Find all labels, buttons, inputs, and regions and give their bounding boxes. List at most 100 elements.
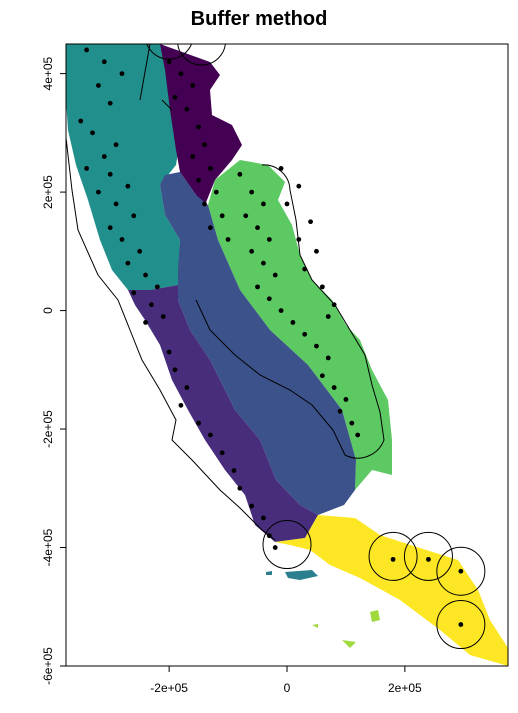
buffer-circles [146, 44, 486, 650]
sample-point [325, 314, 331, 319]
sample-point [143, 272, 148, 278]
sample-point [207, 225, 213, 231]
sample-point [131, 290, 137, 296]
buffer-outlines [66, 44, 385, 541]
y-tick-label: -2e+05 [41, 410, 55, 448]
sample-point [231, 468, 237, 473]
buffer-circle [436, 600, 486, 650]
sample-point [178, 71, 184, 77]
region-fold-2 [160, 172, 356, 515]
sample-point [290, 320, 296, 325]
sample-point [314, 343, 319, 349]
sample-point [190, 154, 196, 159]
region-fold-1 [160, 44, 242, 205]
y-tick-label: 0 [41, 307, 55, 314]
x-axis: -2e+05 0 2e+05 [150, 666, 422, 695]
sample-point [107, 225, 113, 231]
sample-point [237, 485, 243, 491]
sample-point [331, 385, 337, 390]
sample-point [266, 296, 272, 302]
sample-point [119, 71, 125, 77]
buffer-outline-west [66, 44, 276, 541]
sample-point [278, 166, 284, 171]
sample-point [343, 397, 349, 402]
sample-point [349, 420, 355, 426]
sample-point [166, 349, 172, 355]
sample-point [296, 183, 302, 189]
sample-point [266, 533, 272, 539]
sample-point [113, 142, 119, 148]
sample-point [137, 248, 143, 254]
island-b [342, 640, 356, 648]
sample-point [261, 515, 266, 521]
buffer-circle [368, 531, 418, 581]
sample-point [237, 171, 243, 177]
sample-point [101, 154, 107, 159]
region-fold-4 [208, 160, 392, 490]
sample-point [213, 189, 219, 195]
y-tick-label: 4e+05 [41, 56, 55, 90]
sample-point [225, 237, 231, 242]
sample-point [119, 237, 125, 242]
region-fold-6 [128, 285, 318, 542]
sample-point [184, 106, 190, 112]
sample-point [196, 177, 202, 183]
buffer-outline-east [261, 164, 385, 459]
sample-point [243, 213, 249, 219]
sample-point [190, 83, 196, 88]
region-fold-3 [66, 44, 180, 290]
sample-point [172, 94, 178, 100]
sample-point [202, 142, 207, 148]
sample-point [96, 83, 101, 88]
sample-point [125, 183, 131, 189]
sample-point [84, 47, 90, 53]
sample-point [96, 189, 101, 195]
sample-point [314, 248, 319, 254]
island-b [370, 610, 380, 622]
sample-point [219, 213, 225, 219]
sample-point [308, 219, 313, 225]
y-tick-label: 2e+05 [41, 175, 55, 209]
sample-point [125, 260, 131, 266]
x-tick-label: -2e+05 [150, 681, 188, 695]
sample-point [278, 308, 284, 313]
sample-point [390, 556, 396, 562]
sample-point [184, 385, 190, 390]
buffer-circle [146, 44, 192, 60]
sample-point [172, 367, 178, 373]
sample-point [107, 171, 113, 177]
sample-point [143, 320, 148, 325]
sample-point [207, 166, 213, 171]
island-a [266, 571, 272, 575]
sample-point [166, 59, 172, 65]
sample-points [78, 47, 464, 627]
y-tick-label: -4e+05 [41, 528, 55, 566]
sample-point [101, 59, 107, 65]
sample-point [302, 331, 308, 337]
sample-point [426, 556, 431, 562]
sample-point [272, 272, 278, 278]
map-regions [66, 44, 508, 666]
sample-point [458, 622, 464, 627]
sample-point [196, 124, 202, 130]
x-tick-label: 2e+05 [388, 681, 422, 695]
sample-point [284, 201, 290, 207]
x-tick-label: 0 [284, 681, 291, 695]
sample-point [331, 302, 337, 308]
sample-point [78, 118, 84, 124]
region-fold-5 [275, 515, 508, 666]
y-tick-label: -6e+05 [41, 647, 55, 685]
sample-point [458, 568, 464, 574]
sample-point [302, 266, 308, 272]
sample-point [249, 248, 255, 254]
buffer-circle [262, 520, 312, 570]
sample-point [107, 100, 113, 106]
sample-point [249, 503, 255, 509]
buffer-circle [436, 546, 486, 596]
sample-point [325, 355, 331, 361]
buffer-circle [177, 44, 226, 66]
y-axis: 4e+05 2e+05 0 -2e+05 -4e+05 -6e+05 [41, 56, 66, 685]
sample-point [113, 201, 119, 207]
island-a [285, 570, 318, 580]
